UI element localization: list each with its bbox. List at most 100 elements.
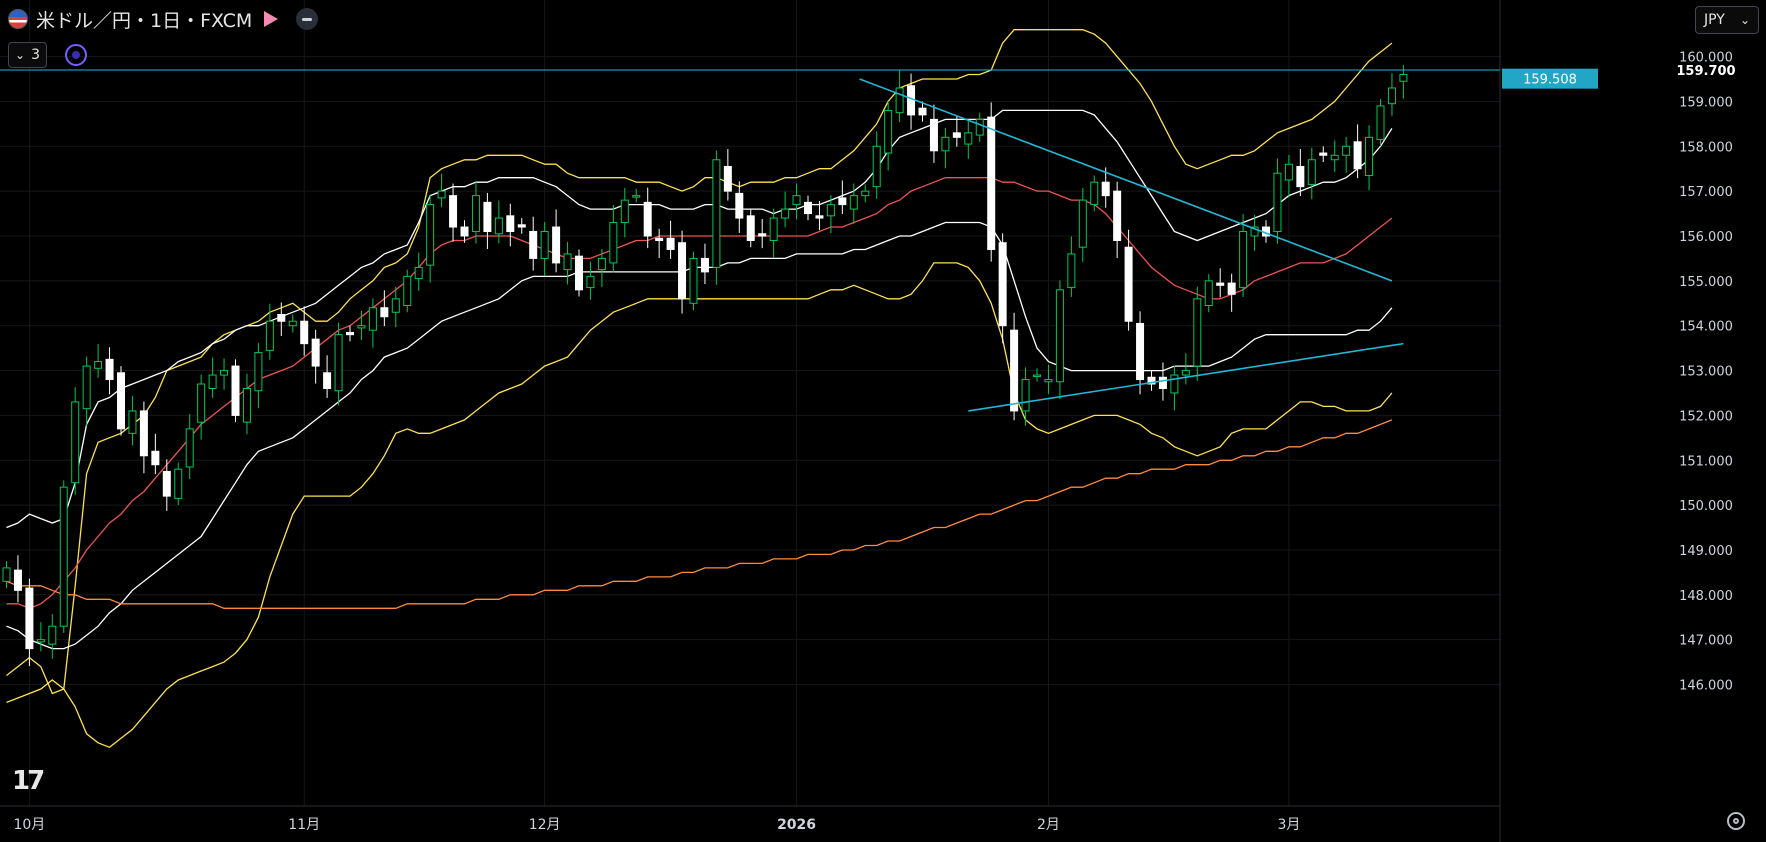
candle-up <box>1055 289 1064 383</box>
candle-up <box>2 567 11 582</box>
price-tick-label: 147.000 <box>1679 634 1733 649</box>
price-tick-label: 151.000 <box>1679 454 1733 469</box>
candle-up <box>1330 154 1339 161</box>
candle-up <box>712 159 721 268</box>
high-price-label: 159.700 <box>1676 64 1735 79</box>
candle-up <box>540 231 549 259</box>
candle-down <box>323 372 332 389</box>
candle-down <box>25 587 34 650</box>
candle-down <box>380 307 389 318</box>
price-axis[interactable]: 146.000 147.000 148.000 149.000 150.000 151.0… <box>1502 51 1736 694</box>
candle-down <box>517 224 526 228</box>
time-axis[interactable]: 10月 11月 12月 2026 2月 3月 <box>13 817 1300 833</box>
candle-up <box>849 195 858 210</box>
candle-up <box>1204 280 1213 307</box>
candle-down <box>105 358 114 381</box>
candle-up <box>1193 298 1202 367</box>
candle-up <box>781 208 790 219</box>
candle-down <box>1101 181 1110 197</box>
symbol-header[interactable]: 米ドル／円・1日・FXCM <box>8 6 319 32</box>
candle-down <box>987 116 996 250</box>
indicators-toggle-button[interactable]: ⌄ 3 <box>8 42 47 68</box>
price-tick-label: 157.000 <box>1679 185 1733 200</box>
indicator-lines <box>6 29 1393 749</box>
price-tick-label: 154.000 <box>1679 320 1733 335</box>
time-tick-label: 11月 <box>288 817 320 833</box>
time-tick-label: 10月 <box>13 817 45 833</box>
candle-up <box>1239 231 1248 289</box>
candle-down <box>117 372 125 430</box>
indicator-count: 3 <box>31 47 40 63</box>
candle-up <box>1399 74 1408 82</box>
candle-up <box>1273 172 1282 233</box>
candle-up <box>414 266 423 280</box>
time-tick-label: 2月 <box>1037 817 1060 833</box>
candle-down <box>815 215 824 219</box>
candle-down <box>1227 282 1236 295</box>
symbol-title[interactable]: 米ドル／円・1日・FXCM <box>36 9 253 32</box>
current-price-label: 159.508 <box>1523 73 1577 88</box>
candle-up <box>334 334 343 392</box>
price-tick-label: 152.000 <box>1679 409 1733 424</box>
candle-up <box>884 109 893 154</box>
price-tick-label: 153.000 <box>1679 365 1733 380</box>
currency-selector[interactable]: JPY ⌄ <box>1695 6 1759 34</box>
candle-down <box>231 365 240 416</box>
candle-down <box>952 132 961 138</box>
candle-up <box>1250 226 1259 237</box>
candle-up <box>59 486 68 627</box>
candle-up <box>437 190 446 199</box>
candle-down <box>838 197 847 206</box>
candle-up <box>872 145 881 188</box>
indicator-bar: ⌄ 3 <box>8 42 87 68</box>
sync-icon[interactable] <box>64 44 87 66</box>
candle-down <box>655 237 664 241</box>
candle-down <box>449 195 458 228</box>
candle-up <box>964 132 973 145</box>
candle-down <box>13 569 22 591</box>
candle-down <box>1296 165 1305 188</box>
candle-up <box>1387 87 1396 105</box>
price-tick-label: 150.000 <box>1679 499 1733 514</box>
candle-up <box>357 325 366 329</box>
candle-up <box>1365 136 1374 176</box>
candle-down <box>1136 322 1145 381</box>
candle-down <box>1216 282 1225 286</box>
candle-down <box>666 237 675 250</box>
series-line-bb-inner-lower <box>6 221 1393 650</box>
drawings[interactable] <box>0 69 1500 412</box>
price-tick-label: 155.000 <box>1679 275 1733 290</box>
trendline <box>859 78 1393 282</box>
candle-down <box>723 165 732 192</box>
flag-marker-icon[interactable] <box>264 11 279 27</box>
candle-down <box>575 255 583 291</box>
candle-up <box>1376 105 1385 141</box>
candle-down <box>506 215 515 233</box>
candle-up <box>941 136 950 152</box>
candle-down <box>346 331 354 336</box>
candle-up <box>48 625 57 645</box>
candle-up <box>265 320 274 351</box>
chevron-down-icon: ⌄ <box>15 48 26 62</box>
collapse-icon[interactable] <box>296 8 319 30</box>
series-line-ma-mid <box>6 177 1393 609</box>
time-tick-label: 12月 <box>529 817 561 833</box>
tradingview-logo-icon[interactable]: 17 <box>12 766 45 796</box>
trendline <box>968 342 1404 412</box>
price-tick-label: 148.000 <box>1679 589 1733 604</box>
candle-down <box>300 320 309 345</box>
price-tick-label: 160.000 <box>1679 51 1733 66</box>
candle-up <box>975 118 984 136</box>
candle-up <box>36 639 45 643</box>
candle-up <box>71 401 80 484</box>
candle-down <box>529 231 538 259</box>
candle-up <box>403 275 412 307</box>
candle-up <box>185 428 194 468</box>
candle-down <box>277 313 286 322</box>
candle-up <box>895 87 904 114</box>
candle-up <box>586 275 595 289</box>
candle-up <box>1033 374 1041 378</box>
gear-icon[interactable] <box>1727 812 1745 830</box>
series-line-ma-long <box>6 419 1393 609</box>
